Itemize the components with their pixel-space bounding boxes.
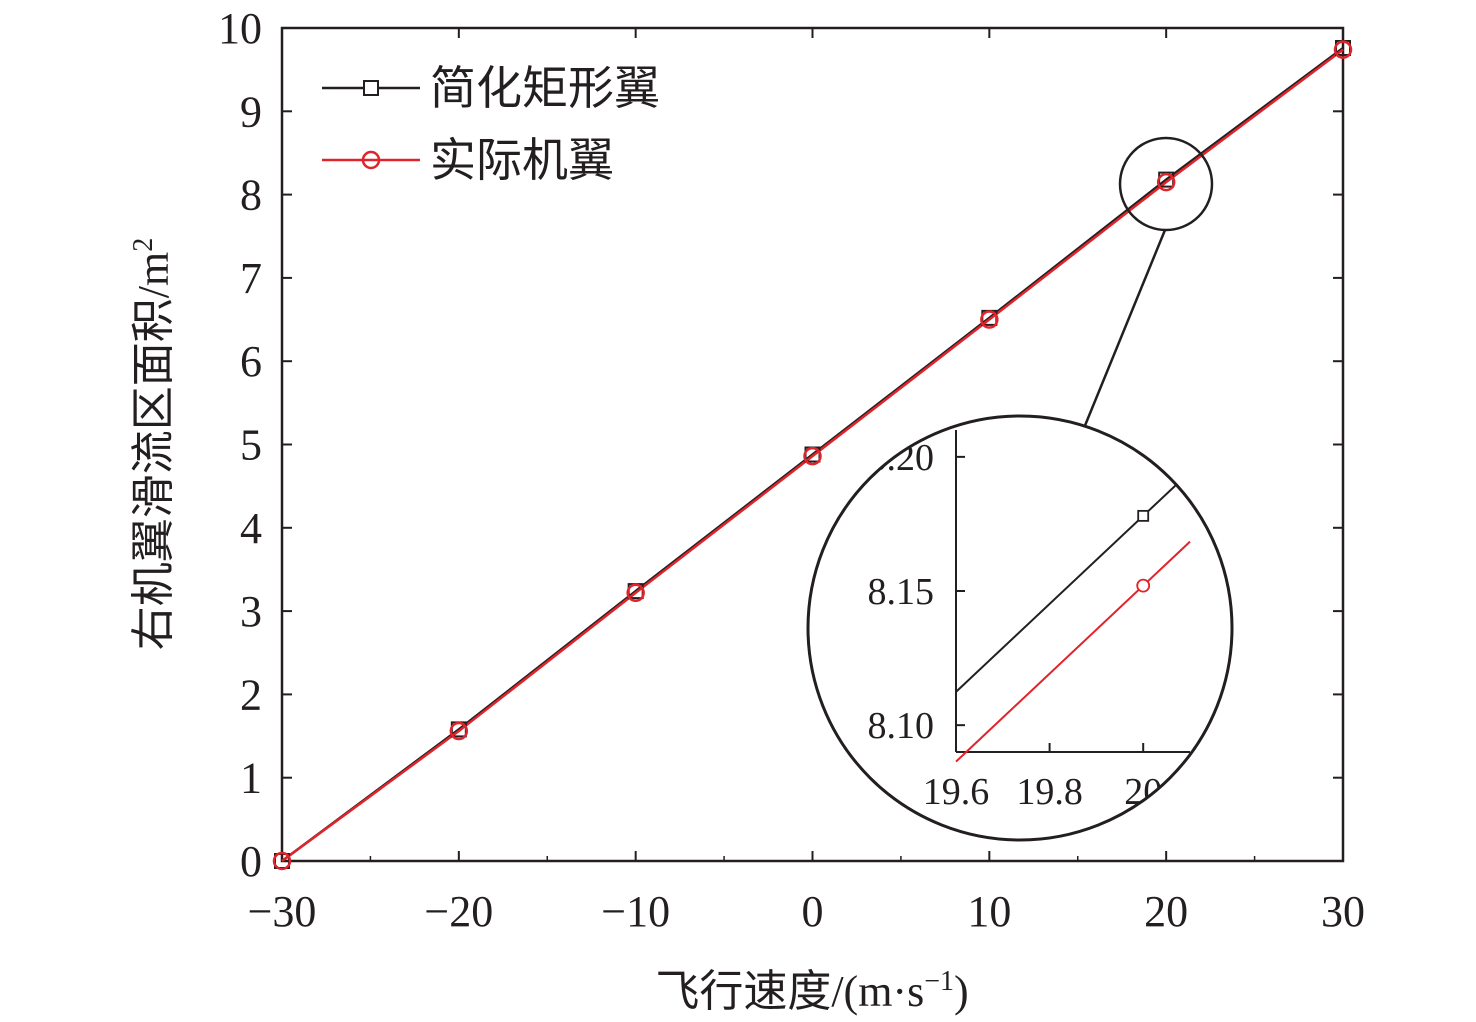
x-tick-label: 10 [967, 887, 1011, 936]
series-line-2 [281, 48, 1344, 863]
legend-square-marker [363, 80, 379, 96]
inset-data-point-square [1137, 509, 1150, 522]
y-tick-label: 10 [218, 4, 262, 53]
y-tick-label: 6 [240, 337, 262, 386]
data-point-circle [803, 446, 822, 466]
y-tick-label: 9 [240, 87, 262, 136]
y-tick-label: 5 [240, 421, 262, 470]
inset-y-tick-label: 8.15 [868, 571, 935, 613]
data-point-circle [980, 310, 999, 329]
data-point-circle [626, 583, 645, 603]
inset-y-tick-label: 8.10 [868, 705, 935, 747]
inset-circle-background [808, 416, 1232, 840]
legend-label-simplified: 简化矩形翼 [430, 63, 660, 114]
inset-x-tick-label: 19.6 [923, 771, 990, 813]
y-tick-label: 8 [240, 171, 262, 220]
x-axis-title: 飞行速度/(m·s−1) [655, 966, 968, 1016]
inset-data-point-circle [1136, 578, 1151, 593]
legend-item-simplified: 简化矩形翼 [322, 63, 660, 114]
y-tick-label: 2 [240, 670, 262, 719]
x-tick-label: −10 [601, 887, 670, 936]
x-tick-label: −20 [424, 887, 493, 936]
y-tick-label: 3 [240, 587, 262, 636]
y-axis-title: 右机翼滑流区面积/m2 [128, 238, 178, 650]
series-line-1 [281, 46, 1344, 863]
data-point-circle [1156, 172, 1176, 192]
y-tick-label: 7 [240, 254, 262, 303]
inset-series-line-1 [955, 471, 1191, 693]
x-tick-label: 0 [802, 887, 824, 936]
inset-x-tick-label: 19.8 [1016, 771, 1083, 813]
zoom-connector [1082, 229, 1167, 429]
x-tick-label: 20 [1144, 887, 1188, 936]
legend-circle-marker [361, 150, 381, 170]
data-point-circle [1333, 40, 1353, 59]
y-tick-label: 0 [240, 837, 262, 886]
data-point-circle [449, 721, 469, 741]
y-tick-label: 1 [240, 754, 262, 803]
axes: −30 −20 −10 0 10 20 30 0 1 2 3 4 5 6 7 8 9 10 [218, 4, 1365, 936]
legend: 简化矩形翼 实际机翼 [322, 63, 660, 186]
inset-circle-border [806, 414, 1234, 842]
x-tick-label: −30 [248, 887, 317, 936]
legend-item-actual: 实际机翼 [322, 135, 614, 186]
legend-label-actual: 实际机翼 [430, 135, 614, 186]
series-layer [272, 39, 1353, 871]
zoom-circle [1118, 136, 1214, 232]
data-point-circle [272, 851, 292, 871]
y-tick-label: 4 [240, 504, 262, 553]
x-tick-label: 30 [1321, 887, 1365, 936]
inset-series-line-2 [955, 540, 1191, 763]
